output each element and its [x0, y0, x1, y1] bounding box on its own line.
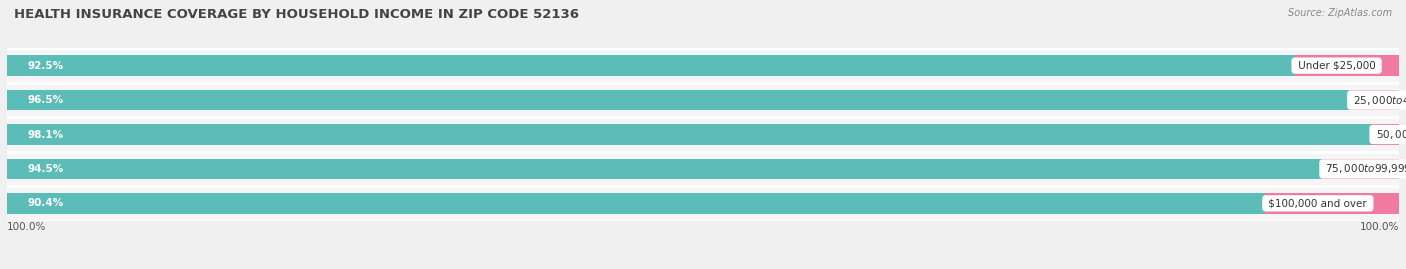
Bar	[7, 124, 1372, 145]
Bar	[1265, 193, 1400, 214]
Bar	[1295, 55, 1399, 76]
Bar	[1350, 90, 1400, 110]
Bar	[7, 186, 1399, 221]
Bar	[7, 55, 1295, 76]
Bar	[7, 117, 1399, 152]
Text: $100,000 and over: $100,000 and over	[1265, 198, 1371, 208]
Bar	[7, 83, 1399, 117]
Text: HEALTH INSURANCE COVERAGE BY HOUSEHOLD INCOME IN ZIP CODE 52136: HEALTH INSURANCE COVERAGE BY HOUSEHOLD I…	[14, 8, 579, 21]
Text: 96.5%: 96.5%	[28, 95, 65, 105]
Bar	[7, 193, 1265, 214]
Text: $75,000 to $99,999: $75,000 to $99,999	[1323, 162, 1406, 175]
Bar	[7, 48, 1399, 83]
Bar	[7, 90, 1350, 110]
Text: 94.5%: 94.5%	[28, 164, 65, 174]
Bar	[1372, 124, 1399, 145]
Text: 92.5%: 92.5%	[28, 61, 65, 71]
Bar	[7, 152, 1399, 186]
Text: 90.4%: 90.4%	[28, 198, 65, 208]
Legend: With Coverage, Without Coverage: With Coverage, Without Coverage	[588, 268, 818, 269]
Text: 100.0%: 100.0%	[1360, 222, 1399, 232]
Text: 98.1%: 98.1%	[28, 129, 65, 140]
Text: $25,000 to $49,999: $25,000 to $49,999	[1350, 94, 1406, 107]
Bar	[7, 159, 1323, 179]
Text: Source: ZipAtlas.com: Source: ZipAtlas.com	[1288, 8, 1392, 18]
Text: 100.0%: 100.0%	[7, 222, 46, 232]
Bar	[1323, 159, 1399, 179]
Text: $50,000 to $74,999: $50,000 to $74,999	[1372, 128, 1406, 141]
Text: Under $25,000: Under $25,000	[1295, 61, 1378, 71]
